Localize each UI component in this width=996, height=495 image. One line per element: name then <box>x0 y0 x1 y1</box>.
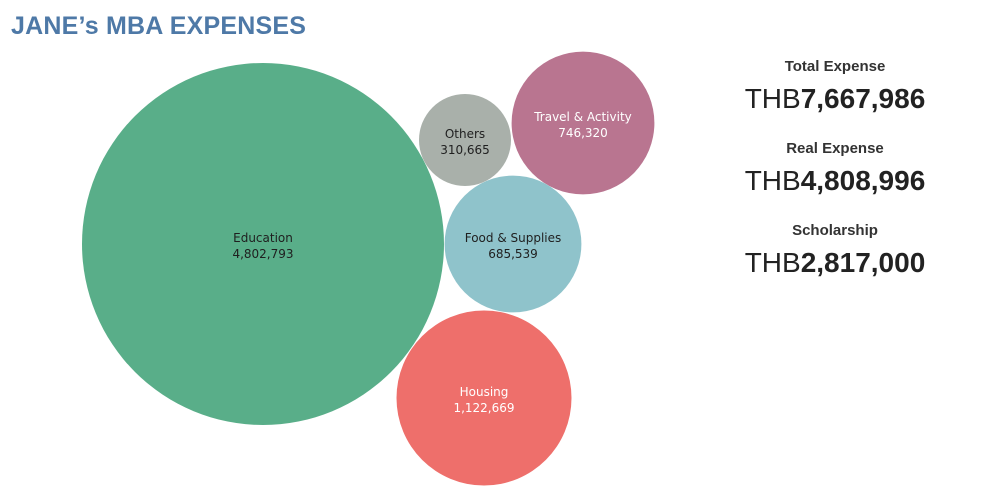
bubble-circle <box>511 51 655 195</box>
bubble-value-label: 746,320 <box>558 126 608 140</box>
bubble-circle <box>396 310 572 486</box>
kpi-scholarship: Scholarship THB2,817,000 <box>730 222 940 279</box>
bubble-value-label: 685,539 <box>488 247 538 261</box>
bubble-value-label: 1,122,669 <box>453 401 514 415</box>
bubble-circle <box>444 175 582 313</box>
kpi-value: THB7,667,986 <box>730 83 940 115</box>
kpi-number: 2,817,000 <box>800 247 926 278</box>
bubble-chart: Education 4,802,793 Housing 1,122,669 Travel… <box>82 51 655 486</box>
bubble-category-label: Travel & Activity <box>533 110 632 124</box>
bubble-category-label: Food & Supplies <box>465 231 562 245</box>
page-title: JANE’s MBA EXPENSES <box>11 12 307 40</box>
kpi-currency: THB <box>744 83 801 114</box>
kpi-label: Real Expense <box>786 140 884 157</box>
bubble-category-label: Housing <box>460 385 509 399</box>
bubble-circle <box>82 63 444 425</box>
kpi-number: 7,667,986 <box>800 83 926 114</box>
kpi-value: THB4,808,996 <box>730 165 940 197</box>
bubble-circle <box>419 94 511 186</box>
kpi-label: Total Expense <box>784 58 886 75</box>
kpi-label: Scholarship <box>792 222 878 239</box>
bubble-others: Others 310,665 <box>419 94 511 186</box>
kpi-number: 4,808,996 <box>800 165 926 196</box>
kpi-currency: THB <box>744 247 801 278</box>
kpi-total-expense: Total Expense THB7,667,986 <box>730 58 940 115</box>
bubble-education: Education 4,802,793 <box>82 63 444 425</box>
bubble-category-label: Education <box>233 231 293 245</box>
kpi-value: THB2,817,000 <box>730 247 940 279</box>
bubble-category-label: Others <box>445 127 485 141</box>
bubble-value-label: 4,802,793 <box>232 247 293 261</box>
kpi-real-expense: Real Expense THB4,808,996 <box>730 140 940 197</box>
bubble-value-label: 310,665 <box>440 143 490 157</box>
kpi-currency: THB <box>744 165 801 196</box>
bubble-housing: Housing 1,122,669 <box>396 310 572 486</box>
bubble-travel-activity: Travel & Activity 746,320 <box>511 51 655 195</box>
bubble-food-supplies: Food & Supplies 685,539 <box>444 175 582 313</box>
